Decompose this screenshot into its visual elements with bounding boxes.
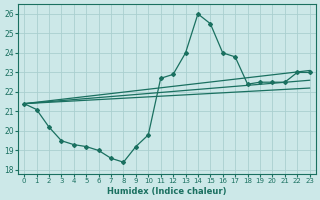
X-axis label: Humidex (Indice chaleur): Humidex (Indice chaleur) (107, 187, 227, 196)
